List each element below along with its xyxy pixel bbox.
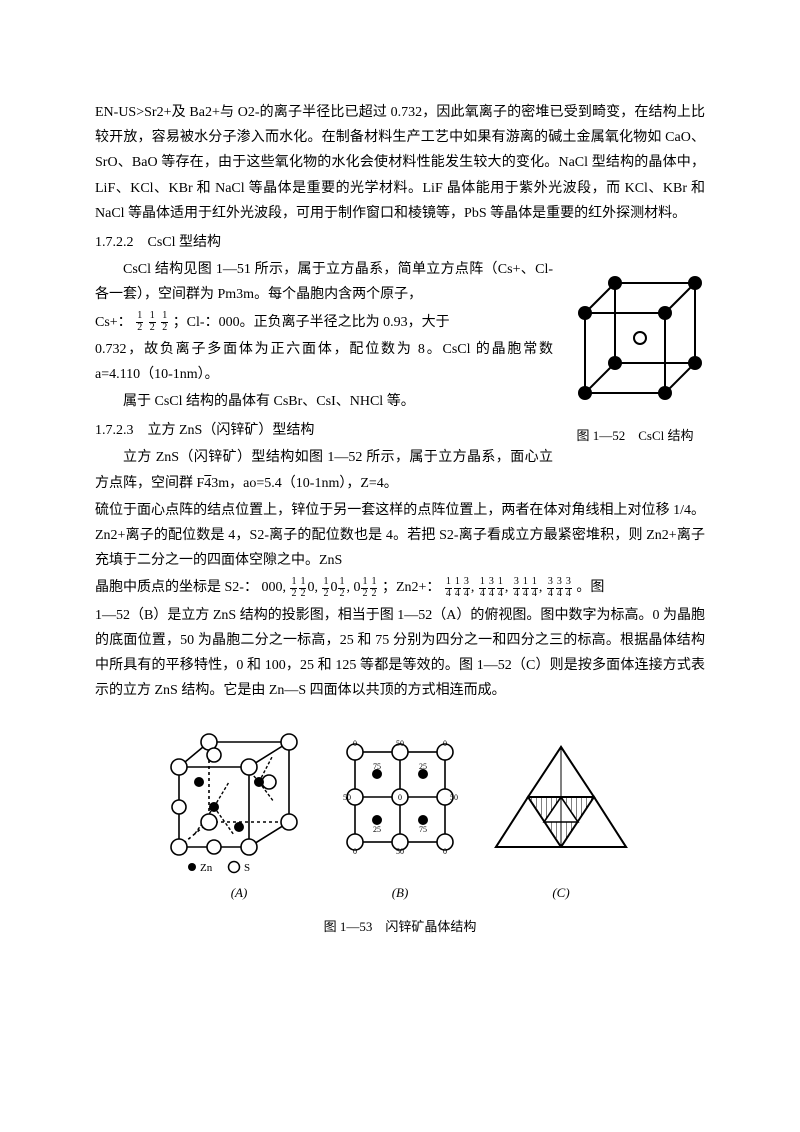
fraction-half-2: 12 — [149, 311, 156, 333]
frac-s-1d: 12 — [299, 577, 306, 599]
zns-coord-suffix: 。图 — [576, 580, 604, 595]
svg-text:75: 75 — [373, 762, 381, 771]
frac-z-1c: 34 — [463, 577, 470, 599]
frac-z-4b: 34 — [556, 577, 563, 599]
figure-1-53-c: (C) — [486, 737, 636, 904]
figure-1-52: 图 1—52 CsCl 结构 — [565, 263, 705, 447]
zns-projection-b: 0 50 0 50 0 50 0 50 0 75 25 25 75 — [340, 737, 460, 877]
svg-text:50: 50 — [396, 847, 404, 856]
frac-s-1n: 12 — [290, 577, 297, 599]
coord-0b: 0 — [330, 580, 337, 595]
fraction-half-3: 12 — [161, 311, 168, 333]
frac-z-3b: 14 — [522, 577, 529, 599]
svg-text:75: 75 — [419, 825, 427, 834]
fig53-label-b: (B) — [340, 881, 460, 904]
paragraph-intro: EN-US>Sr2+及 Ba2+与 O2-的离子半径比已超过 0.732，因此氧… — [95, 100, 705, 226]
coord-000: 000, — [261, 580, 289, 595]
svg-text:50: 50 — [396, 739, 404, 748]
zns-coord-mid: ；Zn2+： — [382, 580, 440, 595]
coord-comma-4: , — [539, 580, 546, 595]
zns-para-1c: 晶胞中质点的坐标是 S2-： 000, 12120, 12012, 01212 … — [95, 575, 705, 600]
frac-z-3a: 34 — [513, 577, 520, 599]
svg-text:25: 25 — [373, 825, 381, 834]
frac-s-3d: 12 — [370, 577, 377, 599]
zns-coord-prefix: 晶胞中质点的坐标是 S2-： — [95, 580, 258, 595]
frac-s-2d: 12 — [338, 577, 345, 599]
cscl-cube-diagram — [565, 263, 705, 418]
frac-z-4c: 34 — [565, 577, 572, 599]
svg-text:0: 0 — [353, 739, 357, 748]
cscl-cl-suffix: ；Cl-：000。正负离子半径之比为 0.93，大于 — [173, 315, 450, 330]
figure-1-53-b: 0 50 0 50 0 50 0 50 0 75 25 25 75 (B) — [340, 737, 460, 904]
coord-comma-2: , — [471, 580, 478, 595]
zns-tetrahedra-c — [486, 737, 636, 877]
cscl-cs-prefix: Cs+： — [95, 315, 132, 330]
frac-z-1a: 14 — [445, 577, 452, 599]
svg-text:0: 0 — [443, 847, 447, 856]
svg-text:0: 0 — [353, 847, 357, 856]
figure-1-52-caption: 图 1—52 CsCl 结构 — [565, 424, 705, 447]
coord-0c: 0 — [353, 580, 360, 595]
svg-text:0: 0 — [398, 793, 402, 802]
frac-z-3c: 14 — [531, 577, 538, 599]
svg-text:50: 50 — [343, 793, 351, 802]
zns-para-1b: 硫位于面心点阵的结点位置上，锌位于另一套这样的点阵位置上，两者在体对角线相上对位… — [95, 498, 705, 574]
zns-p1a-tail: 3m，ao=5.4（10-1nm），Z=4。 — [211, 476, 398, 491]
coord-0a: 0, — [307, 580, 321, 595]
legend-zn-text: Zn — [200, 862, 213, 874]
zns-para-1d: 1—52（B）是立方 ZnS 结构的投影图，相当于图 1—52（A）的俯视图。图… — [95, 603, 705, 704]
frac-z-1b: 14 — [454, 577, 461, 599]
coord-comma-3: , — [505, 580, 512, 595]
legend-s-text: S — [244, 862, 250, 874]
frac-z-4a: 34 — [547, 577, 554, 599]
figure-1-53: Zn S (A) 0 50 0 — [95, 727, 705, 904]
frac-s-2n: 12 — [322, 577, 329, 599]
section-header-cscl: 1.7.2.2 CsCl 型结构 — [95, 230, 705, 255]
frac-s-3n: 12 — [361, 577, 368, 599]
fig53-label-c: (C) — [486, 881, 636, 904]
zns-structure-a: Zn S — [164, 727, 314, 877]
zns-para-1a: 立方 ZnS（闪锌矿）型结构如图 1—52 所示，属于立方晶系，面心立方点阵，空… — [95, 445, 705, 495]
frac-z-2b: 34 — [488, 577, 495, 599]
svg-text:25: 25 — [419, 762, 427, 771]
figure-1-53-a: Zn S (A) — [164, 727, 314, 904]
svg-text:50: 50 — [450, 793, 458, 802]
frac-z-2c: 14 — [497, 577, 504, 599]
svg-text:0: 0 — [443, 739, 447, 748]
figure-1-53-caption: 图 1—53 闪锌矿晶体结构 — [95, 915, 705, 938]
fig53-label-a: (A) — [164, 881, 314, 904]
frac-z-2a: 14 — [479, 577, 486, 599]
fraction-half-1: 12 — [136, 311, 143, 333]
